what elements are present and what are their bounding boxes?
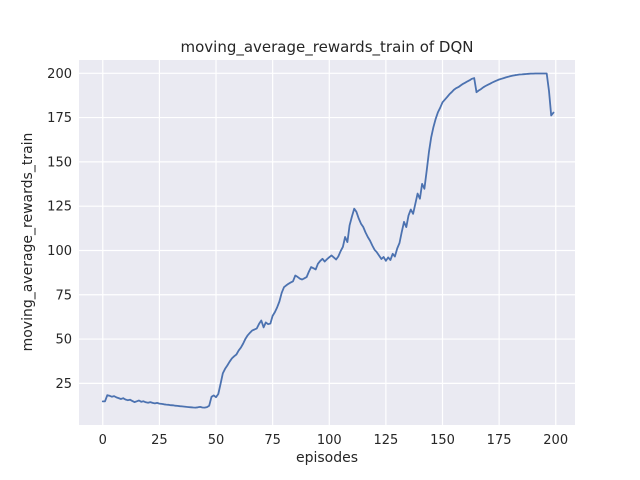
x-tick-label: 50 [208, 433, 225, 448]
x-tick-label: 0 [99, 433, 107, 448]
y-tick-label: 150 [47, 155, 72, 170]
data-line-moving_average_rewards_train [101, 72, 555, 409]
x-tick-label: 100 [317, 433, 342, 448]
chart-title: moving_average_rewards_train of DQN [180, 38, 474, 56]
plot-background [79, 60, 575, 425]
x-axis-label: episodes [295, 450, 359, 466]
x-tick-label: 175 [487, 433, 512, 448]
x-tick-label: 25 [151, 433, 168, 448]
y-tick-label: 75 [55, 288, 72, 303]
y-tick-label: 50 [55, 333, 72, 348]
y-tick-label: 100 [47, 244, 72, 259]
y-tick-label: 200 [47, 67, 72, 82]
x-tick-label: 75 [264, 433, 281, 448]
x-tick-label: 200 [543, 433, 568, 448]
x-tick-label: 150 [430, 433, 455, 448]
y-tick-label: 175 [47, 111, 72, 126]
y-tick-label: 125 [47, 200, 72, 215]
x-tick-label: 125 [373, 433, 398, 448]
y-tick-label: 25 [55, 377, 72, 392]
